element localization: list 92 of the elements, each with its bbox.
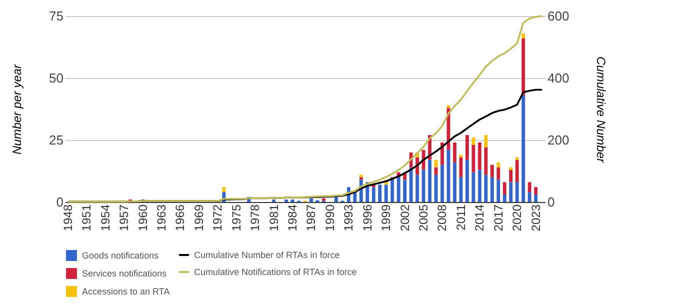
bar: [459, 154, 463, 158]
x-tick-label: 2002: [398, 204, 412, 232]
bar: [384, 184, 388, 202]
x-tick-label: 1981: [266, 204, 281, 232]
bar: [478, 142, 482, 170]
y-tick-label: 0: [56, 194, 64, 210]
x-tick-label: 1987: [304, 204, 318, 232]
bar: [390, 180, 394, 202]
bar: [534, 187, 538, 195]
bar: [472, 172, 476, 202]
line-series: [67, 15, 543, 203]
y2-axis-title: Cumulative Number: [594, 56, 608, 164]
y2-tick-label: 200: [548, 132, 570, 148]
y2-tick-label: 400: [548, 70, 570, 86]
bar: [496, 167, 500, 180]
x-tick-label: 1960: [136, 204, 150, 232]
bar: [310, 198, 313, 202]
bar: [490, 164, 494, 178]
x-tick-label: 2008: [435, 204, 450, 232]
bar: [515, 157, 519, 160]
legend-label: Goods notifications: [82, 250, 160, 260]
x-tick-label: 1990: [322, 204, 337, 232]
bar: [484, 147, 488, 175]
x-tick-label: 1999: [379, 204, 394, 232]
bar: [515, 160, 519, 182]
x-tick-label: 1954: [98, 204, 112, 232]
legend-label: Accessions to an RTA: [82, 286, 170, 296]
bar: [322, 198, 326, 201]
bar: [484, 135, 488, 148]
bar: [484, 174, 488, 202]
bar: [428, 160, 432, 202]
bar: [465, 135, 469, 160]
bar: [490, 177, 494, 202]
bar: [522, 38, 526, 96]
bar: [522, 33, 526, 38]
y-tick-label: 75: [49, 8, 64, 24]
bar: [478, 170, 482, 202]
bar: [222, 187, 226, 192]
bar: [459, 157, 463, 178]
x-tick-label: 1951: [80, 204, 94, 232]
x-tick-label: 1975: [229, 204, 244, 232]
bar: [496, 162, 500, 168]
x-tick-label: 2017: [491, 204, 506, 232]
x-tick-label: 2023: [528, 204, 543, 232]
bar: [378, 184, 382, 202]
y-axis-title: Number per year: [10, 63, 24, 155]
y-tick-label: 25: [49, 132, 64, 148]
x-tick-label: 2011: [454, 204, 468, 230]
legend-label: Cumulative Number of RTAs in force: [194, 250, 340, 260]
bar: [472, 144, 476, 172]
legend-label: Cumulative Notifications of RTAs in force: [194, 267, 357, 277]
x-tick-label: 1984: [286, 204, 300, 232]
bar: [465, 160, 469, 202]
bar: [528, 192, 532, 202]
bar: [440, 164, 444, 202]
bar: [452, 142, 456, 162]
x-tick-label: 1996: [360, 204, 374, 232]
bar: [396, 177, 400, 202]
y-tick-label: 50: [49, 70, 64, 86]
x-tick-label: 1993: [342, 204, 356, 232]
bar: [334, 197, 338, 202]
bar: [509, 170, 513, 182]
bar: [534, 194, 538, 202]
x-tick-label: 2020: [510, 204, 524, 232]
bar: [416, 174, 419, 202]
bar: [359, 177, 363, 180]
bar: [522, 95, 526, 202]
bar: [459, 177, 463, 202]
legend-label: Services notifications: [82, 268, 168, 278]
bar: [359, 174, 363, 178]
bar: [403, 180, 407, 202]
bar: [502, 194, 506, 202]
bar: [515, 182, 519, 202]
x-tick-label: 1969: [192, 204, 206, 232]
x-tick-label: 2005: [416, 204, 431, 232]
x-tick-label: 1963: [154, 204, 169, 232]
bar: [502, 182, 506, 195]
bar: [372, 187, 376, 202]
bar: [509, 182, 513, 202]
y2-tick-label: 600: [548, 8, 570, 24]
bar: [472, 138, 476, 145]
x-tick-label: 1972: [210, 204, 225, 232]
x-tick-label: 1978: [248, 204, 262, 232]
x-tick-label: 1966: [173, 204, 188, 232]
x-tick-label: 1957: [117, 204, 132, 232]
bar: [452, 162, 456, 202]
x-tick-label: 2014: [472, 204, 487, 232]
bar: [496, 180, 500, 202]
bar: [509, 167, 513, 170]
y2-tick-label: 0: [548, 194, 555, 210]
bar: [528, 182, 532, 192]
bar: [409, 167, 413, 202]
